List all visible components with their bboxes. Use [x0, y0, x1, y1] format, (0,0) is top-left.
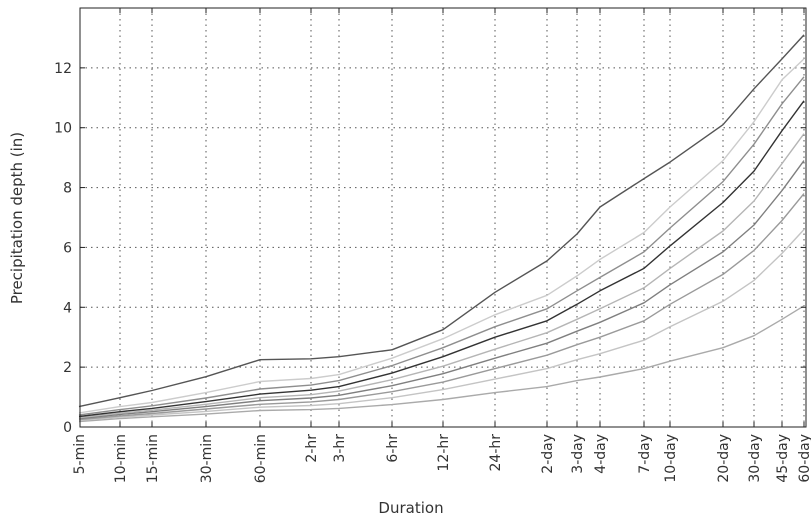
series-layer: [78, 34, 805, 423]
x-tick-label: 20-day: [716, 434, 732, 483]
x-tick-label: 6-hr: [385, 434, 401, 463]
series-line: [78, 229, 805, 422]
labels-layer: 5-min 10-min 15-min 30-min 60-min 2-hr 3-hr 6-h…: [54, 61, 811, 483]
x-tick-label: 24-hr: [488, 434, 504, 472]
y-tick-label: 2: [63, 360, 72, 376]
ticks-layer: [79, 8, 806, 428]
x-tick-label: 3-day: [570, 434, 586, 474]
y-tick-label: 10: [54, 121, 72, 137]
x-tick-label: 3-hr: [332, 434, 348, 463]
y-tick-label: 8: [63, 181, 72, 197]
series-line: [78, 193, 805, 421]
x-tick-label: 10-min: [113, 434, 129, 483]
x-axis-label: Duration: [378, 499, 443, 517]
series-line: [78, 58, 805, 414]
grid-layer: [79, 8, 806, 428]
y-tick-label: 0: [63, 420, 72, 436]
x-tick-label: 2-day: [540, 434, 556, 474]
x-tick-label: 30-day: [747, 434, 763, 483]
series-line: [78, 160, 805, 420]
y-tick-label: 12: [54, 61, 72, 77]
x-tick-label: 30-min: [199, 434, 215, 483]
series-line: [78, 34, 805, 408]
x-tick-label: 7-day: [637, 434, 653, 474]
y-axis-label: Precipitation depth (in): [8, 132, 26, 304]
x-tick-label: 45-day: [775, 434, 791, 483]
x-tick-label: 15-min: [145, 434, 161, 483]
x-tick-label: 5-min: [72, 434, 88, 474]
series-line: [78, 305, 805, 423]
x-tick-label: 12-hr: [436, 434, 452, 472]
y-tick-label: 6: [63, 240, 72, 256]
series-line: [78, 76, 805, 416]
x-tick-label: 60-min: [253, 434, 269, 483]
x-tick-label: 4-day: [593, 434, 609, 474]
series-line: [78, 133, 805, 419]
y-tick-label: 4: [63, 300, 72, 316]
x-tick-label: 2-hr: [304, 434, 320, 463]
x-tick-label: 10-day: [663, 434, 679, 483]
series-line: [78, 100, 805, 418]
x-tick-label: 60-day: [797, 434, 811, 483]
